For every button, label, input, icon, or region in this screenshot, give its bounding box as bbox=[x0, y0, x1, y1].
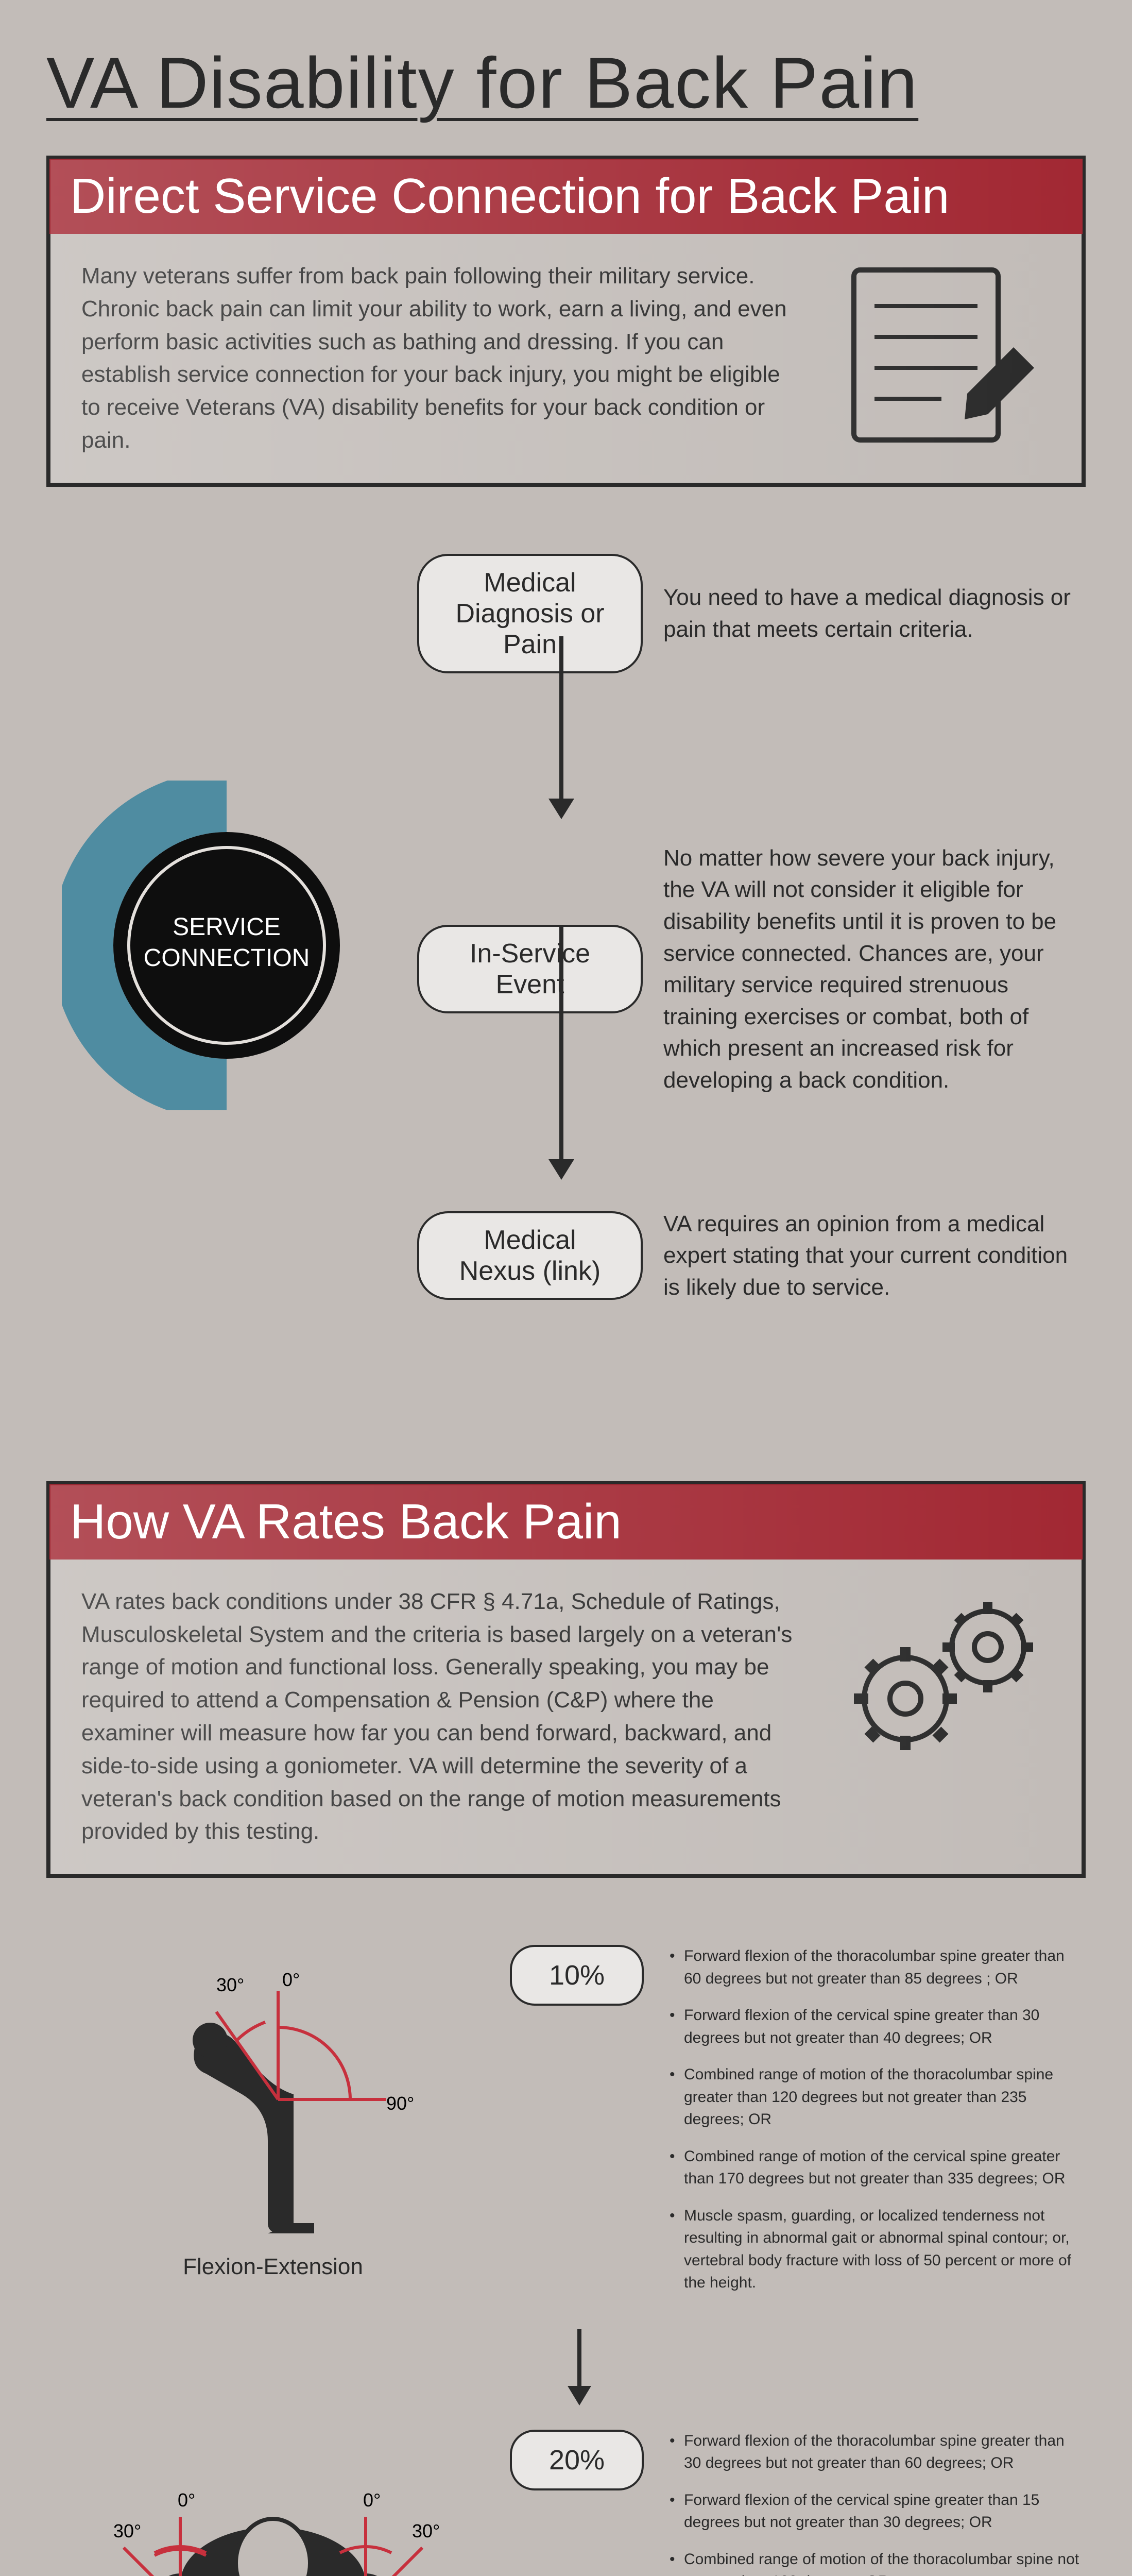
chip-medical-nexus: Medical Nexus (link) bbox=[417, 1211, 643, 1300]
panel-direct-connection: Direct Service Connection for Back Pain … bbox=[46, 156, 1086, 487]
rating-row: 20% Forward flexion of the thoracolumbar … bbox=[510, 2430, 1086, 2576]
desc-medical-nexus: VA requires an opinion from a medical ex… bbox=[663, 1208, 1086, 1303]
panel1-body: Many veterans suffer from back pain foll… bbox=[81, 260, 802, 457]
panel2-body: VA rates back conditions under 38 CFR § … bbox=[81, 1585, 802, 1848]
svg-text:CONNECTION: CONNECTION bbox=[144, 944, 310, 972]
notepad-icon bbox=[833, 260, 1050, 455]
service-connection-graphic: SERVICE CONNECTION Medical Diagnosis or … bbox=[46, 533, 1086, 1409]
rating-pill: 10% bbox=[510, 1945, 644, 2006]
rating-criteria-list: Forward flexion of the thoracolumbar spi… bbox=[670, 2430, 1086, 2576]
rating-criteria-item: Combined range of motion of the cervical… bbox=[670, 2145, 1086, 2190]
panel1-title: Direct Service Connection for Back Pain bbox=[49, 159, 1083, 234]
rating-criteria-item: Forward flexion of the thoracolumbar spi… bbox=[670, 2430, 1086, 2475]
rating-row: 10% Forward flexion of the thoracolumbar … bbox=[510, 1945, 1086, 2309]
panel2-title: How VA Rates Back Pain bbox=[49, 1484, 1083, 1560]
arrow-icon bbox=[541, 636, 582, 822]
svg-text:SERVICE: SERVICE bbox=[173, 913, 281, 941]
rating-pill: 20% bbox=[510, 2430, 644, 2490]
chip-in-service: In-Service Event bbox=[417, 925, 643, 1013]
page-title: VA Disability for Back Pain bbox=[46, 41, 1086, 125]
service-connection-circle: SERVICE CONNECTION bbox=[62, 781, 391, 1110]
arrow-icon bbox=[561, 2329, 1086, 2409]
rating-criteria-item: Forward flexion of the cervical spine gr… bbox=[670, 2004, 1086, 2049]
desc-medical-diagnosis: You need to have a medical diagnosis or … bbox=[663, 582, 1086, 645]
arrow-icon bbox=[541, 925, 582, 1182]
panel-how-va-rates: How VA Rates Back Pain VA rates back con… bbox=[46, 1481, 1086, 1878]
chip-medical-diagnosis: Medical Diagnosis or Pain bbox=[417, 554, 643, 673]
rating-criteria-item: Forward flexion of the thoracolumbar spi… bbox=[670, 1945, 1086, 1990]
rating-criteria-item: Combined range of motion of the thoracol… bbox=[670, 2548, 1086, 2576]
rating-criteria-item: Forward flexion of the cervical spine gr… bbox=[670, 2489, 1086, 2534]
rating-criteria-item: Muscle spasm, guarding, or localized ten… bbox=[670, 2205, 1086, 2294]
rating-criteria-list: Forward flexion of the thoracolumbar spi… bbox=[670, 1945, 1086, 2309]
rating-ladder: 10% Forward flexion of the thoracolumbar … bbox=[46, 1924, 1086, 2576]
gears-icon bbox=[833, 1585, 1050, 1771]
rating-criteria-item: Combined range of motion of the thoracol… bbox=[670, 2063, 1086, 2131]
desc-in-service: No matter how severe your back injury, t… bbox=[663, 842, 1086, 1096]
